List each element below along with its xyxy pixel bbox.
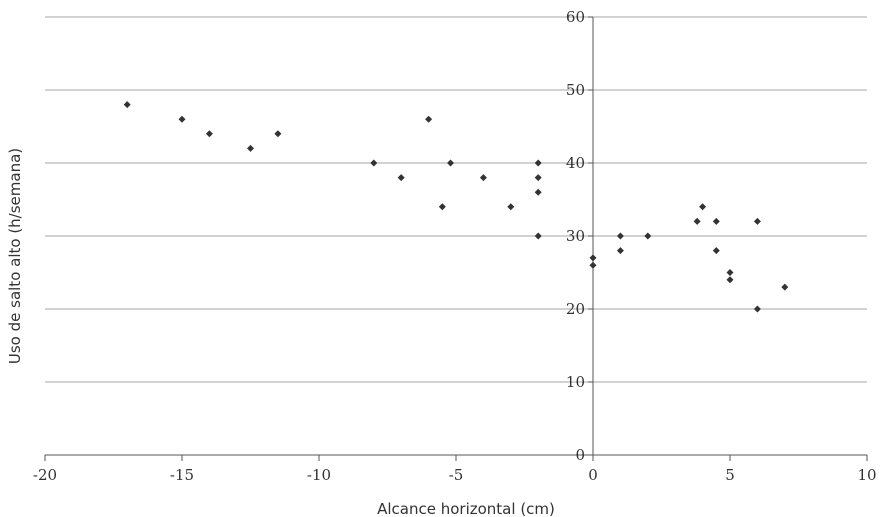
x-tick-label: 10	[857, 466, 876, 484]
y-tick-label: 60	[566, 8, 585, 26]
data-point	[589, 254, 597, 262]
y-axis-title: Uso de salto alto (h/semana)	[6, 148, 24, 364]
data-point	[274, 130, 282, 138]
x-tick-label: 5	[725, 466, 735, 484]
data-point	[726, 276, 734, 284]
y-tick-label: 40	[566, 154, 585, 172]
x-tick-label: -15	[170, 466, 194, 484]
grid-lines	[45, 16, 867, 383]
data-point	[370, 159, 378, 167]
data-point	[397, 174, 405, 182]
data-point	[726, 269, 734, 276]
data-point	[534, 232, 542, 240]
y-tick-label: 10	[566, 373, 585, 391]
data-point	[205, 130, 213, 138]
x-tick-label: -20	[33, 466, 57, 484]
data-point	[589, 261, 597, 269]
data-point	[507, 203, 515, 211]
y-tick-label: 50	[566, 81, 585, 99]
x-tick-label: 0	[588, 466, 598, 484]
y-tick-labels: 0 10 20 30 40 50 60	[566, 8, 585, 464]
data-point	[693, 217, 701, 225]
data-point	[178, 115, 186, 123]
x-tick-labels: -20 -15 -10 -5 0 5 10	[33, 466, 877, 484]
axes	[44, 16, 868, 461]
data-point	[616, 247, 624, 255]
data-point	[534, 188, 542, 196]
x-tick-label: -5	[449, 466, 464, 484]
data-point	[123, 101, 131, 109]
data-point	[425, 115, 433, 123]
data-point	[447, 159, 455, 167]
data-point	[712, 217, 720, 225]
data-point	[753, 217, 761, 225]
data-point	[644, 232, 652, 240]
x-axis-title: Alcance horizontal (cm)	[377, 500, 555, 517]
y-tick-label: 20	[566, 300, 585, 318]
data-point	[534, 159, 542, 167]
data-point	[616, 232, 624, 240]
y-tick-label: 0	[575, 446, 585, 464]
x-tick-label: -10	[307, 466, 331, 484]
data-point	[712, 247, 720, 255]
data-point	[534, 174, 542, 182]
data-point	[438, 203, 446, 211]
data-points	[123, 101, 789, 313]
y-tick-label: 30	[566, 227, 585, 245]
data-point	[699, 203, 707, 211]
data-point	[753, 305, 761, 313]
data-point	[781, 283, 789, 291]
data-point	[479, 174, 487, 182]
data-point	[247, 144, 254, 152]
